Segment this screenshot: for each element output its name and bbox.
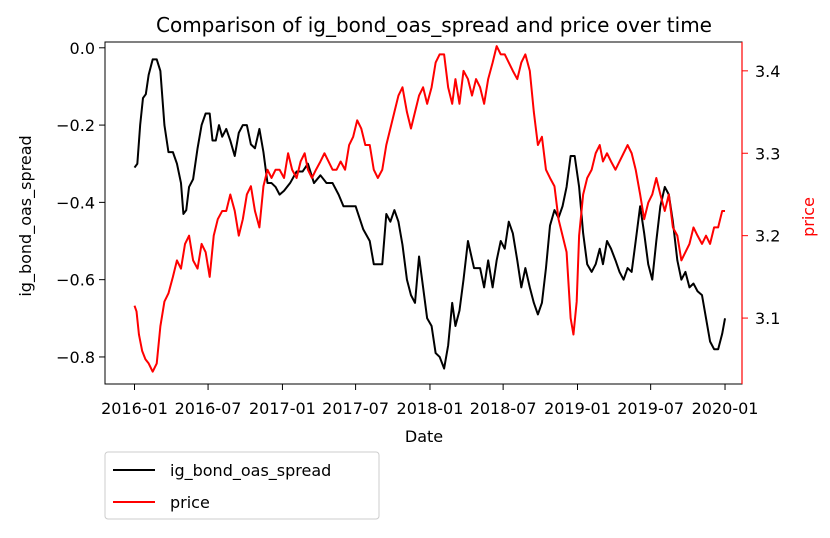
y-left-axis: 0.0 −0.2 −0.4 −0.6 −0.8 — [56, 39, 105, 367]
x-tick-label: 2020-01 — [692, 399, 759, 418]
y-left-tick-label: −0.8 — [56, 348, 95, 367]
series-layer — [133, 45, 727, 373]
x-tick-label: 2017-07 — [322, 399, 389, 418]
y-right-tick-label: 3.3 — [755, 144, 780, 163]
series-line-ig-bond-oas-spread — [133, 58, 727, 370]
x-tick-label: 2016-07 — [175, 399, 242, 418]
x-axis-label: Date — [405, 427, 443, 446]
y-left-axis-label: ig_bond_oas_spread — [16, 135, 36, 296]
x-tick-label: 2017-01 — [249, 399, 316, 418]
y-right-axis: 3.1 3.2 3.3 3.4 — [742, 62, 780, 328]
y-left-tick-label: −0.2 — [56, 116, 95, 135]
chart-title: Comparison of ig_bond_oas_spread and pri… — [156, 13, 712, 37]
x-tick-label: 2018-07 — [470, 399, 537, 418]
x-tick-label: 2016-01 — [101, 399, 168, 418]
x-tick-label: 2019-07 — [617, 399, 684, 418]
x-axis: 2016-01 2016-07 2017-01 2017-07 2018-01 2018-… — [101, 384, 758, 418]
series-line-price — [133, 45, 726, 373]
y-right-tick-label: 3.2 — [755, 227, 780, 246]
legend-box — [104, 451, 380, 520]
x-tick-label: 2019-01 — [544, 399, 611, 418]
legend-label-price: price — [170, 493, 210, 512]
plot-area — [133, 45, 727, 373]
x-tick-label: 2018-01 — [397, 399, 464, 418]
y-left-tick-label: −0.6 — [56, 271, 95, 290]
y-right-tick-label: 3.4 — [755, 62, 780, 81]
y-left-tick-label: −0.4 — [56, 193, 95, 212]
legend-label-ig-bond-oas-spread: ig_bond_oas_spread — [170, 461, 331, 481]
legend: ig_bond_oas_spread price — [104, 451, 380, 520]
y-right-axis-label: price — [799, 197, 818, 237]
y-left-tick-label: 0.0 — [70, 39, 95, 58]
y-right-tick-label: 3.1 — [755, 309, 780, 328]
